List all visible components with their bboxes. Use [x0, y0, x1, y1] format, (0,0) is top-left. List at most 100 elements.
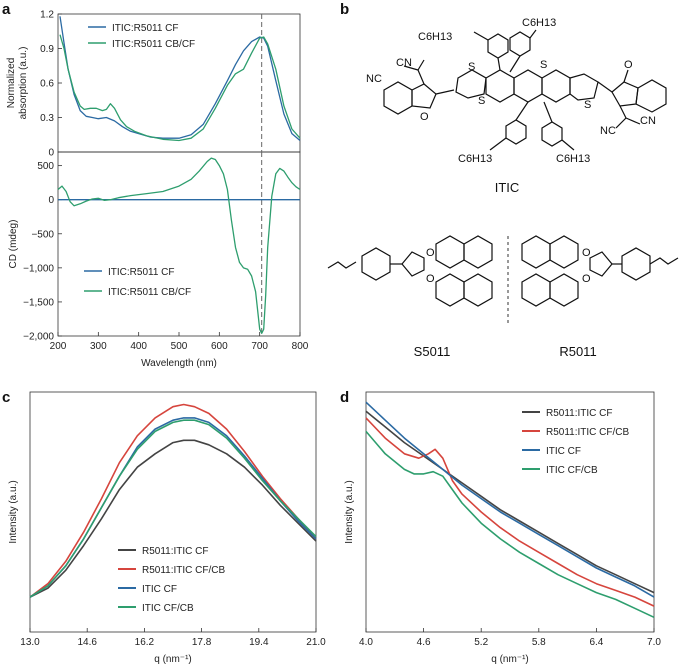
- r5011-alkyl-chain: [649, 257, 679, 265]
- d-legend: R5011:ITIC CF R5011:ITIC CF/CB ITIC CF I…: [522, 408, 629, 476]
- r5011-naphthyl-1b: [549, 235, 579, 269]
- s5011-naphthyl-2a: [435, 273, 465, 307]
- itic-aryl-2: [509, 31, 531, 57]
- c-series-0: [29, 439, 317, 598]
- c-xlabel: q (nm⁻¹): [154, 654, 192, 665]
- panel-label-d: d: [340, 389, 349, 406]
- itic-hexyl-label-2: C6H13: [522, 17, 556, 29]
- d-legend-label-0: R5011:ITIC CF: [546, 408, 613, 419]
- d-ylabel: Intensity (a.u.): [344, 480, 355, 543]
- c-legend-label-2: ITIC CF: [142, 584, 177, 595]
- a-bottom-ylabel: CD (mdeg): [8, 220, 19, 269]
- c-xtick-label: 14.6: [77, 637, 97, 648]
- panel-label-b: b: [340, 1, 349, 18]
- itic-aryl-2-chain: [529, 29, 537, 39]
- itic-nitrile-label-4: CN: [640, 115, 656, 127]
- r5011-dioxolane: [589, 251, 613, 277]
- d-legend-label-3: ITIC CF/CB: [546, 465, 598, 476]
- r5011-oxygen-label-1: O: [582, 247, 591, 259]
- itic-core-thiophene-1: [455, 69, 487, 99]
- a-top-frame: [57, 13, 301, 153]
- itic-nitrile-label-3: NC: [600, 125, 616, 137]
- itic-right-cn-bond-1: [615, 117, 627, 129]
- c-xtick-label: 16.2: [135, 637, 155, 648]
- itic-hexyl-label-3: C6H13: [458, 153, 492, 165]
- itic-sulfur-label-4: S: [584, 99, 591, 111]
- itic-sulfur-label-3: S: [540, 59, 547, 71]
- a-xlabel: Wavelength (nm): [141, 358, 217, 369]
- a-top-legend-label-0: ITIC:R5011 CF: [112, 23, 179, 34]
- a-bottom-plot: −2,000 −1,500 −1,000 −500 0 500 200 300 400 500 60…: [23, 152, 309, 352]
- a_bottom-ytick-label: −2,000: [23, 332, 54, 343]
- a_bottom-ytick-label: 0: [48, 195, 54, 206]
- r5011-naphthyl-2b: [549, 273, 579, 307]
- a-top-ylabel-line1: Normalized: [6, 58, 17, 109]
- itic-aryl-4-bond: [543, 101, 553, 123]
- d-xtick-label: 5.8: [532, 637, 546, 648]
- itic-right-cyclopentane: [611, 81, 639, 107]
- a-top-legend-label-1: ITIC:R5011 CB/CF: [112, 39, 195, 50]
- itic-aryl-4-chain: [561, 139, 575, 151]
- c-plot: 13.0 14.6 16.2 17.8 19.4 21.0: [20, 403, 326, 648]
- a_top-series-1: [59, 34, 301, 142]
- s5011-naphthyl-1a: [435, 235, 465, 269]
- itic-aryl-2-bond: [509, 55, 521, 73]
- panel-label-a: a: [2, 1, 11, 18]
- itic-left-cn-bond-1: [403, 65, 419, 71]
- a-bottom-legend-label-0: ITIC:R5011 CF: [108, 267, 175, 278]
- d-plot: 4.0 4.6 5.2 5.8 6.4 7.0: [359, 401, 661, 648]
- a-top-ylabel-line2: absorption (a.u.): [18, 47, 29, 120]
- r5011-structure: [521, 235, 679, 307]
- c-legend-label-3: ITIC CF/CB: [142, 603, 194, 614]
- a-top-legend: ITIC:R5011 CF ITIC:R5011 CB/CF: [88, 23, 195, 50]
- a_top-ytick-label: 0: [48, 148, 54, 159]
- a_bottom-ytick-label: −1,500: [23, 297, 54, 308]
- d-xlabel: q (nm⁻¹): [491, 654, 529, 665]
- c-xtick-label: 21.0: [306, 637, 326, 648]
- itic-right-cn-bond-2: [625, 117, 641, 125]
- a_top-ytick-label: 0.9: [40, 44, 54, 55]
- a_bottom-ytick-label: 500: [37, 161, 54, 172]
- itic-name: ITIC: [495, 180, 520, 195]
- c-series-1: [29, 403, 317, 598]
- d-series-1: [365, 417, 655, 607]
- d-xtick-label: 5.2: [474, 637, 488, 648]
- d-xtick-label: 4.6: [417, 637, 431, 648]
- itic-nitrile-label-1: NC: [366, 73, 382, 85]
- a-bottom-legend-label-1: ITIC:R5011 CB/CF: [108, 287, 191, 298]
- a-top-plot: 0 0.3 0.6 0.9 1.2: [40, 10, 301, 159]
- itic-left-cyclopentane: [411, 83, 437, 109]
- c-legend-label-0: R5011:ITIC CF: [142, 546, 209, 557]
- itic-right-benzene: [635, 79, 667, 113]
- r5011-name: R5011: [559, 344, 596, 359]
- a_bottom-xtick-label: 400: [130, 341, 147, 352]
- c-legend: R5011:ITIC CF R5011:ITIC CF/CB ITIC CF I…: [118, 546, 225, 614]
- itic-core-benzene: [513, 69, 543, 103]
- a_bottom-xtick-label: 800: [292, 341, 309, 352]
- itic-sulfur-label-1: S: [468, 61, 475, 73]
- r5011-oxygen-label-2: O: [582, 273, 591, 285]
- s5011-oxygen-label-2: O: [426, 273, 435, 285]
- s5011-naphthyl-2b: [463, 273, 493, 307]
- itic-aryl-4: [541, 121, 563, 147]
- a_bottom-xtick-label: 600: [211, 341, 228, 352]
- itic-left-link: [435, 89, 455, 95]
- s5011-cyclohexane: [361, 247, 391, 281]
- itic-structure: [383, 29, 667, 151]
- s5011-naphthyl-1b: [463, 235, 493, 269]
- itic-aryl-3-chain: [489, 137, 507, 151]
- itic-hexyl-label-4: C6H13: [556, 153, 590, 165]
- itic-hexyl-label-1: C6H13: [418, 31, 452, 43]
- a_top-ytick-label: 1.2: [40, 10, 54, 21]
- d-frame: [365, 391, 655, 633]
- itic-core-ring-4: [541, 69, 571, 103]
- itic-core-thiophene-2: [569, 73, 599, 101]
- c-legend-label-1: R5011:ITIC CF/CB: [142, 565, 225, 576]
- a-bottom-legend: ITIC:R5011 CF ITIC:R5011 CB/CF: [84, 267, 191, 298]
- itic-nitrile-label-2: CN: [396, 57, 412, 69]
- r5011-naphthyl-2a: [521, 273, 551, 307]
- s5011-alkyl-chain: [327, 261, 357, 269]
- c-xtick-label: 17.8: [192, 637, 212, 648]
- itic-right-carbonyl: [623, 69, 629, 83]
- a_bottom-xtick-label: 200: [50, 341, 67, 352]
